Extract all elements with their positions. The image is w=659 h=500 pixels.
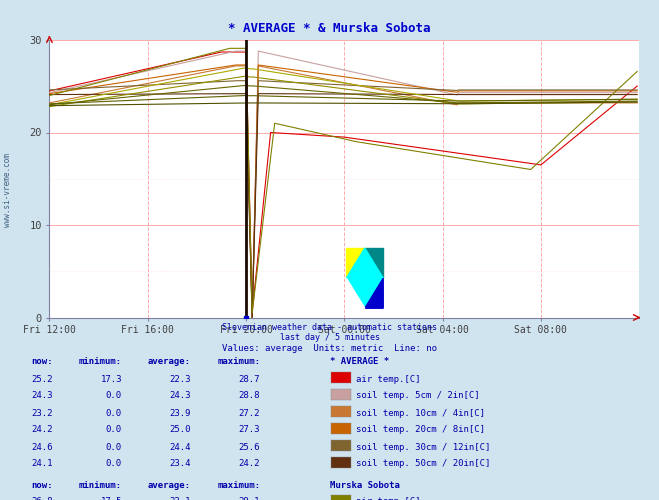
Text: 24.6: 24.6 — [31, 442, 53, 452]
Text: 17.3: 17.3 — [100, 374, 122, 384]
Text: soil temp. 50cm / 20in[C]: soil temp. 50cm / 20in[C] — [356, 460, 490, 468]
Text: last day / 5 minutes: last day / 5 minutes — [279, 332, 380, 342]
Polygon shape — [347, 278, 365, 308]
Text: air temp.[C]: air temp.[C] — [356, 498, 420, 500]
Text: maximum:: maximum: — [217, 480, 260, 490]
Text: www.si-vreme.com: www.si-vreme.com — [3, 153, 13, 227]
Text: * AVERAGE *: * AVERAGE * — [330, 358, 389, 366]
Text: 23.4: 23.4 — [169, 460, 191, 468]
Polygon shape — [347, 248, 365, 278]
Text: 24.1: 24.1 — [31, 460, 53, 468]
Text: * AVERAGE * & Murska Sobota: * AVERAGE * & Murska Sobota — [228, 22, 431, 36]
Text: soil temp. 30cm / 12in[C]: soil temp. 30cm / 12in[C] — [356, 442, 490, 452]
Text: soil temp. 10cm / 4in[C]: soil temp. 10cm / 4in[C] — [356, 408, 485, 418]
Text: 28.7: 28.7 — [239, 374, 260, 384]
Text: 0.0: 0.0 — [106, 408, 122, 418]
Text: Murska Sobota: Murska Sobota — [330, 480, 399, 490]
Text: 24.2: 24.2 — [239, 460, 260, 468]
Text: 28.8: 28.8 — [239, 392, 260, 400]
Text: now:: now: — [31, 358, 53, 366]
Text: Values: average  Units: metric  Line: no: Values: average Units: metric Line: no — [222, 344, 437, 353]
Text: 25.0: 25.0 — [169, 426, 191, 434]
Text: soil temp. 20cm / 8in[C]: soil temp. 20cm / 8in[C] — [356, 426, 485, 434]
Text: 24.3: 24.3 — [169, 392, 191, 400]
Text: Slovenian weather data - automatic stations: Slovenian weather data - automatic stati… — [222, 322, 437, 332]
Text: minimum:: minimum: — [79, 358, 122, 366]
Text: now:: now: — [31, 480, 53, 490]
Polygon shape — [347, 248, 384, 308]
Text: 0.0: 0.0 — [106, 426, 122, 434]
Text: 23.1: 23.1 — [169, 498, 191, 500]
Polygon shape — [365, 248, 384, 278]
Text: maximum:: maximum: — [217, 358, 260, 366]
Text: 24.4: 24.4 — [169, 442, 191, 452]
Polygon shape — [365, 278, 384, 308]
Text: 27.2: 27.2 — [239, 408, 260, 418]
Text: 25.6: 25.6 — [239, 442, 260, 452]
Text: 29.1: 29.1 — [239, 498, 260, 500]
Text: average:: average: — [148, 480, 191, 490]
Text: 0.0: 0.0 — [106, 442, 122, 452]
Text: 0.0: 0.0 — [106, 460, 122, 468]
Text: 23.2: 23.2 — [31, 408, 53, 418]
Text: 17.5: 17.5 — [100, 498, 122, 500]
Text: 25.2: 25.2 — [31, 374, 53, 384]
Text: 24.3: 24.3 — [31, 392, 53, 400]
Text: 23.9: 23.9 — [169, 408, 191, 418]
Text: 27.3: 27.3 — [239, 426, 260, 434]
Text: soil temp. 5cm / 2in[C]: soil temp. 5cm / 2in[C] — [356, 392, 480, 400]
Text: average:: average: — [148, 358, 191, 366]
Text: 26.8: 26.8 — [31, 498, 53, 500]
Text: air temp.[C]: air temp.[C] — [356, 374, 420, 384]
Text: 22.3: 22.3 — [169, 374, 191, 384]
Text: 0.0: 0.0 — [106, 392, 122, 400]
Text: 24.2: 24.2 — [31, 426, 53, 434]
Text: minimum:: minimum: — [79, 480, 122, 490]
